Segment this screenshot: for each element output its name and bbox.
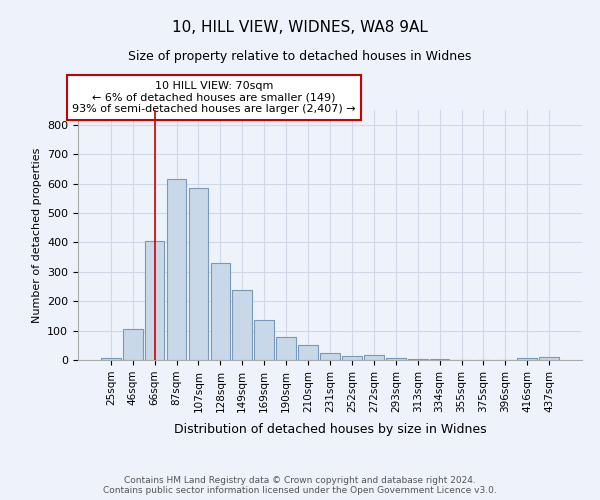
Bar — [211, 263, 230, 360]
Bar — [364, 355, 384, 360]
Text: 10, HILL VIEW, WIDNES, WA8 9AL: 10, HILL VIEW, WIDNES, WA8 9AL — [172, 20, 428, 35]
X-axis label: Distribution of detached houses by size in Widnes: Distribution of detached houses by size … — [173, 423, 487, 436]
Bar — [101, 358, 121, 360]
Text: 10 HILL VIEW: 70sqm
← 6% of detached houses are smaller (149)
93% of semi-detach: 10 HILL VIEW: 70sqm ← 6% of detached hou… — [72, 81, 356, 114]
Bar — [539, 357, 559, 360]
Text: Size of property relative to detached houses in Widnes: Size of property relative to detached ho… — [128, 50, 472, 63]
Bar — [276, 337, 296, 360]
Bar — [232, 290, 252, 360]
Text: Contains HM Land Registry data © Crown copyright and database right 2024.
Contai: Contains HM Land Registry data © Crown c… — [103, 476, 497, 495]
Bar — [145, 241, 164, 360]
Bar — [386, 358, 406, 360]
Bar — [517, 358, 537, 360]
Bar — [254, 320, 274, 360]
Bar — [408, 359, 428, 360]
Y-axis label: Number of detached properties: Number of detached properties — [32, 148, 41, 322]
Bar — [188, 188, 208, 360]
Bar — [298, 344, 318, 360]
Bar — [167, 180, 187, 360]
Bar — [320, 353, 340, 360]
Bar — [123, 328, 143, 360]
Bar — [342, 356, 362, 360]
